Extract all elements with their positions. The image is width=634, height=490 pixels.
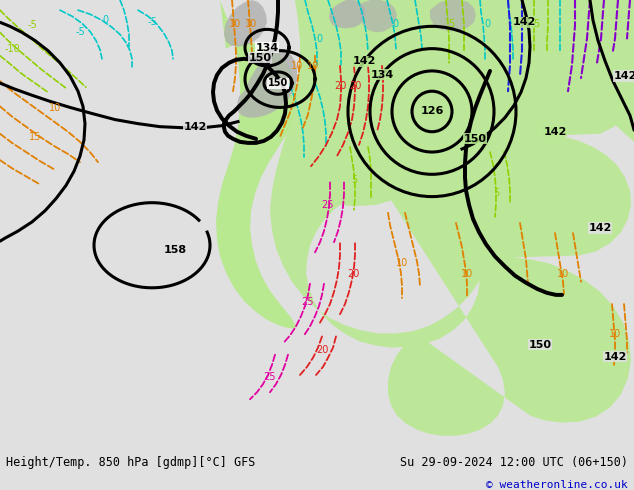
Text: 10: 10 (291, 61, 303, 71)
Text: 0: 0 (102, 15, 108, 25)
Polygon shape (216, 0, 297, 328)
Text: -5: -5 (75, 27, 85, 37)
Text: 10: 10 (229, 19, 241, 29)
Text: 5: 5 (533, 19, 539, 29)
Text: 10: 10 (245, 19, 257, 29)
Text: 150: 150 (268, 78, 288, 88)
Text: Height/Temp. 850 hPa [gdmp][°C] GFS: Height/Temp. 850 hPa [gdmp][°C] GFS (6, 456, 256, 469)
Text: 142: 142 (604, 352, 626, 362)
Text: 142: 142 (588, 223, 612, 233)
Text: 25: 25 (302, 297, 314, 307)
Text: 150: 150 (249, 53, 271, 63)
Text: 10: 10 (461, 269, 473, 279)
Text: 0: 0 (392, 19, 398, 29)
Text: 5: 5 (351, 175, 357, 185)
Polygon shape (360, 0, 397, 32)
Text: 5: 5 (493, 188, 499, 197)
Polygon shape (270, 0, 634, 436)
Text: © weatheronline.co.uk: © weatheronline.co.uk (486, 480, 628, 490)
Text: 20: 20 (349, 81, 361, 91)
Text: 25: 25 (321, 200, 334, 210)
Text: -5: -5 (147, 17, 157, 27)
Text: -10: -10 (4, 44, 20, 53)
Polygon shape (224, 0, 267, 47)
Text: 10: 10 (307, 61, 319, 71)
Text: 10: 10 (557, 269, 569, 279)
Text: 0: 0 (484, 19, 490, 29)
Text: 142: 142 (183, 122, 207, 132)
Text: 20: 20 (334, 81, 346, 91)
Text: 150: 150 (529, 340, 552, 349)
Text: 10: 10 (609, 329, 621, 340)
Text: 126: 126 (420, 106, 444, 117)
Text: 25: 25 (264, 372, 276, 382)
Text: 5: 5 (448, 19, 454, 29)
Text: 10: 10 (49, 103, 61, 113)
Text: 15: 15 (29, 132, 41, 142)
Text: 10: 10 (396, 259, 408, 269)
Text: 20: 20 (347, 269, 359, 279)
Text: 142: 142 (353, 56, 376, 67)
Text: 20: 20 (316, 344, 328, 355)
Text: 142: 142 (613, 71, 634, 81)
Polygon shape (237, 49, 297, 118)
Text: 142: 142 (512, 17, 536, 27)
Polygon shape (329, 0, 366, 28)
Text: 134: 134 (256, 43, 278, 52)
Text: -5: -5 (27, 21, 37, 30)
Text: 0: 0 (316, 33, 322, 44)
Text: 142: 142 (543, 127, 567, 137)
Text: 134: 134 (370, 70, 394, 79)
Text: 158: 158 (164, 245, 186, 255)
Text: 150: 150 (463, 134, 486, 144)
Polygon shape (430, 0, 476, 31)
Text: Su 29-09-2024 12:00 UTC (06+150): Su 29-09-2024 12:00 UTC (06+150) (399, 456, 628, 469)
